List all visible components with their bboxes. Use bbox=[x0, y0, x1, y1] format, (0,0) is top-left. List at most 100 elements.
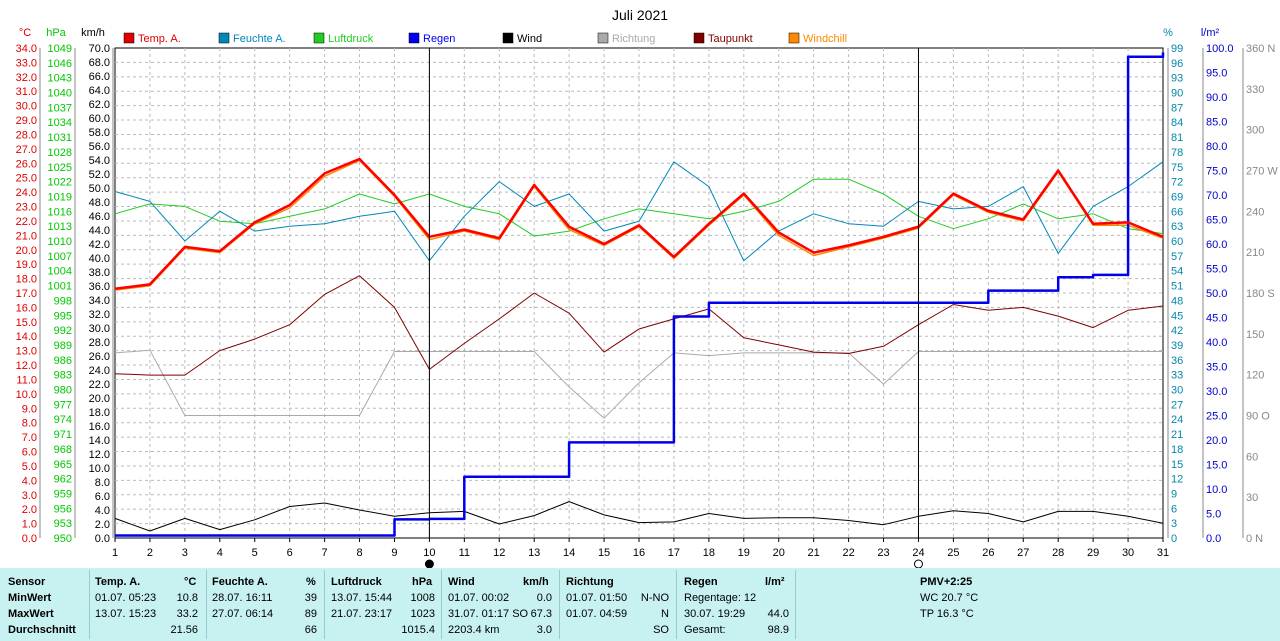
humidity-tick-label: 30 bbox=[1171, 385, 1183, 397]
stats-header-wind-unit: km/h bbox=[523, 576, 549, 588]
pressure-tick-label: 992 bbox=[54, 325, 72, 337]
wind-tick-label: 66.0 bbox=[89, 71, 110, 83]
wind-tick-label: 46.0 bbox=[89, 211, 110, 223]
series-line-luftdruck bbox=[114, 178, 1164, 237]
humidity-tick-label: 63 bbox=[1171, 221, 1183, 233]
x-tick-label: 12 bbox=[493, 547, 505, 559]
wind-tick-label: 18.0 bbox=[89, 407, 110, 419]
moon-markers bbox=[424, 48, 923, 568]
wind-tick-label: 24.0 bbox=[89, 365, 110, 377]
stats-header-temp-unit: °C bbox=[184, 576, 197, 588]
temp-tick-label: 33.0 bbox=[16, 57, 37, 69]
pressure-tick-label: 1004 bbox=[48, 266, 72, 278]
pressure-tick-label: 1013 bbox=[48, 221, 72, 233]
rain-tick-label: 80.0 bbox=[1206, 141, 1227, 153]
rain-tick-label: 0.0 bbox=[1206, 533, 1221, 545]
x-tick-label: 3 bbox=[182, 547, 188, 559]
humidity-max-time: 27.07. 06:14 bbox=[212, 608, 274, 620]
direction-min-time: 01.07. 01:50 bbox=[566, 592, 628, 604]
humidity-min-time: 28.07. 16:11 bbox=[212, 592, 273, 604]
series-line-richtung bbox=[114, 349, 1163, 419]
direction-max-value: N bbox=[661, 608, 669, 620]
wind-tick-label: 28.0 bbox=[89, 337, 110, 349]
rain-tick-label: 55.0 bbox=[1206, 264, 1227, 276]
rain-tick-label: 60.0 bbox=[1206, 239, 1227, 251]
x-tick-label: 8 bbox=[356, 547, 362, 559]
pressure-tick-label: 1007 bbox=[48, 251, 72, 263]
temp-tick-label: 22.0 bbox=[16, 216, 37, 228]
humidity-tick-label: 48 bbox=[1171, 295, 1183, 307]
wind-tick-label: 56.0 bbox=[89, 141, 110, 153]
humidity-tick-label: 15 bbox=[1171, 459, 1183, 471]
x-tick-label: 28 bbox=[1052, 547, 1064, 559]
temp-min-time: 01.07. 05:23 bbox=[95, 592, 157, 604]
wind-tick-label: 58.0 bbox=[89, 127, 110, 139]
direction-tick-label: 270 W bbox=[1246, 166, 1278, 178]
humidity-tick-label: 78 bbox=[1171, 147, 1183, 159]
stats-header-direction: Richtung bbox=[566, 576, 614, 588]
pressure-tick-label: 1025 bbox=[48, 162, 72, 174]
pressure-avg-value: 1015.4 bbox=[401, 624, 435, 636]
wind-tick-label: 70.0 bbox=[89, 43, 110, 55]
humidity-tick-label: 99 bbox=[1171, 43, 1183, 55]
humidity-tick-label: 12 bbox=[1171, 474, 1183, 486]
temp-tick-label: 20.0 bbox=[16, 245, 37, 257]
rain-tick-label: 30.0 bbox=[1206, 386, 1227, 398]
stats-header-pressure: Luftdruck bbox=[331, 576, 382, 588]
pressure-tick-label: 950 bbox=[54, 533, 72, 545]
temp-tick-label: 31.0 bbox=[16, 86, 37, 98]
pressure-tick-label: 1022 bbox=[48, 177, 72, 189]
temp-max-time: 13.07. 15:23 bbox=[95, 608, 157, 620]
legend-label: Richtung bbox=[612, 33, 655, 45]
temp-max-value: 33.2 bbox=[176, 608, 198, 620]
x-tick-label: 2 bbox=[147, 547, 153, 559]
pressure-tick-label: 968 bbox=[54, 444, 72, 456]
x-tick-label: 14 bbox=[563, 547, 575, 559]
temp-tick-label: 29.0 bbox=[16, 115, 37, 127]
x-tick-label: 23 bbox=[877, 547, 889, 559]
humidity-tick-label: 66 bbox=[1171, 206, 1183, 218]
temp-min-value: 10.8 bbox=[176, 592, 198, 604]
direction-tick-label: 30 bbox=[1246, 492, 1258, 504]
pressure-tick-label: 983 bbox=[54, 370, 72, 382]
stats-header-humidity-unit: % bbox=[306, 576, 316, 588]
pressure-tick-label: 980 bbox=[54, 385, 72, 397]
stats-panel: Sensor MinWert MaxWert Durchschnitt Temp… bbox=[0, 568, 1280, 641]
humidity-tick-label: 3 bbox=[1171, 518, 1177, 530]
temp-tick-label: 19.0 bbox=[16, 259, 37, 271]
wind-tick-label: 14.0 bbox=[89, 435, 110, 447]
temp-tick-label: 3.0 bbox=[22, 490, 37, 502]
wind-axis-unit: km/h bbox=[81, 27, 105, 39]
x-tick-label: 24 bbox=[912, 547, 924, 559]
stats-header-wind: Wind bbox=[448, 576, 475, 588]
pressure-tick-label: 965 bbox=[54, 459, 72, 471]
humidity-tick-label: 21 bbox=[1171, 429, 1183, 441]
x-tick-label: 18 bbox=[703, 547, 715, 559]
legend-label: Wind bbox=[517, 33, 542, 45]
legend-swatch bbox=[123, 32, 135, 44]
humidity-tick-label: 39 bbox=[1171, 340, 1183, 352]
row-label-avg: Durchschnitt bbox=[8, 624, 76, 636]
wind-tick-label: 38.0 bbox=[89, 267, 110, 279]
rain-tick-label: 20.0 bbox=[1206, 435, 1227, 447]
wind-tick-label: 36.0 bbox=[89, 281, 110, 293]
direction-tick-label: 90 O bbox=[1246, 411, 1270, 423]
rain-tick-label: 85.0 bbox=[1206, 117, 1227, 129]
rain-total-value: 98.9 bbox=[767, 624, 789, 636]
temp-tick-label: 10.0 bbox=[16, 389, 37, 401]
rain-tick-label: 50.0 bbox=[1206, 288, 1227, 300]
wind-tick-label: 52.0 bbox=[89, 169, 110, 181]
temp-tick-label: 24.0 bbox=[16, 187, 37, 199]
direction-tick-label: 150 bbox=[1246, 329, 1264, 341]
wind-tick-label: 30.0 bbox=[89, 323, 110, 335]
temp-tick-label: 18.0 bbox=[16, 274, 37, 286]
pressure-tick-label: 1037 bbox=[48, 102, 72, 114]
x-tick-label: 7 bbox=[322, 547, 328, 559]
humidity-tick-label: 33 bbox=[1171, 370, 1183, 382]
wind-avg-value: 3.0 bbox=[536, 624, 552, 636]
row-label-max: MaxWert bbox=[8, 608, 54, 620]
x-tick-label: 13 bbox=[528, 547, 540, 559]
weather-chart: Juli 2021 Temp. A. Feuchte A. Luftdruck Reg… bbox=[16, 7, 1278, 568]
wind-tick-label: 0.0 bbox=[95, 533, 110, 545]
wind-tick-label: 6.0 bbox=[95, 491, 110, 503]
